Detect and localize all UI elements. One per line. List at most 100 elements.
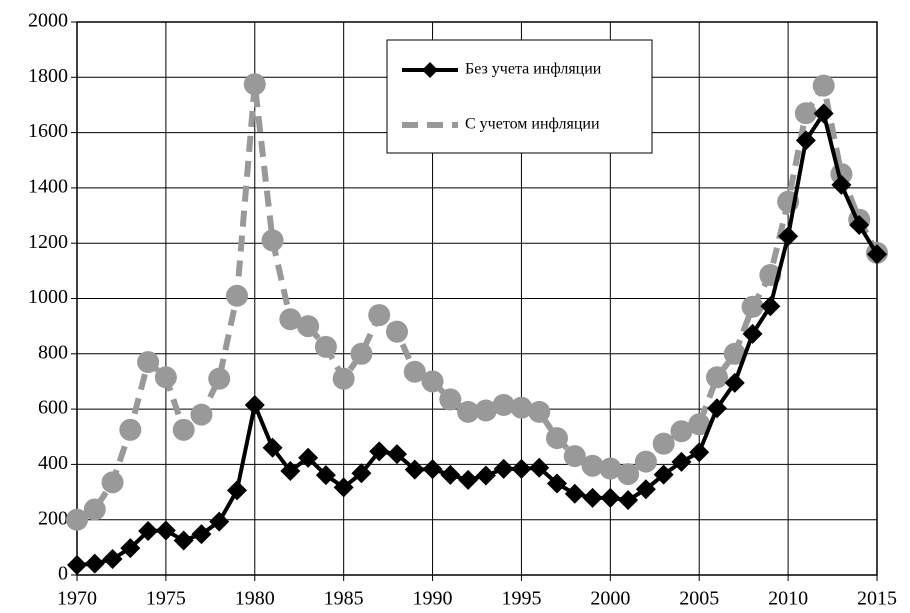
point <box>138 521 159 542</box>
point <box>314 335 337 358</box>
point <box>67 555 87 576</box>
y-tick-label: 0 <box>58 563 68 585</box>
point <box>475 465 496 486</box>
point <box>813 103 834 124</box>
point <box>120 538 141 559</box>
point <box>741 295 764 318</box>
point <box>226 284 248 307</box>
point <box>209 511 230 532</box>
point <box>812 74 835 97</box>
point <box>243 73 266 96</box>
point <box>190 403 213 426</box>
legend-marker <box>422 62 438 78</box>
x-tick-label: 2015 <box>857 588 897 610</box>
x-tick-label: 1970 <box>57 588 97 610</box>
y-tick-label: 1000 <box>28 286 68 308</box>
point <box>794 102 817 125</box>
point <box>279 308 302 331</box>
point <box>635 479 656 500</box>
point <box>262 437 283 458</box>
point <box>261 229 284 252</box>
point <box>707 398 727 419</box>
point <box>208 367 231 390</box>
point <box>493 458 514 479</box>
point <box>387 444 407 465</box>
point <box>671 451 692 472</box>
point <box>634 450 657 473</box>
point <box>474 399 497 422</box>
point <box>599 457 622 480</box>
point <box>742 323 763 344</box>
y-tick-label: 200 <box>38 507 68 529</box>
point <box>457 400 480 423</box>
point <box>298 447 319 468</box>
x-tick-label: 1980 <box>235 588 275 610</box>
point <box>368 304 391 327</box>
point <box>670 420 693 443</box>
point <box>102 548 123 569</box>
point <box>563 445 586 468</box>
point <box>724 372 745 393</box>
point <box>119 418 142 441</box>
x-tick-label: 1975 <box>146 588 186 610</box>
point <box>439 388 462 411</box>
y-tick-label: 800 <box>38 341 68 363</box>
y-tick-label: 1200 <box>28 231 68 253</box>
point <box>511 458 532 479</box>
x-tick-label: 1990 <box>413 588 453 610</box>
legend: Без учета инфляции С учетом инфляции <box>386 39 653 154</box>
point <box>155 520 176 541</box>
y-tick-label: 1600 <box>28 120 68 142</box>
point <box>510 396 533 419</box>
x-tick-label: 1985 <box>324 588 364 610</box>
point <box>422 459 443 480</box>
point <box>369 441 390 462</box>
point <box>137 351 160 374</box>
point <box>867 244 887 265</box>
point <box>688 413 711 436</box>
point <box>297 315 320 338</box>
point <box>528 400 551 423</box>
point <box>66 508 88 531</box>
point <box>458 469 479 490</box>
point <box>547 473 567 494</box>
point <box>581 454 604 477</box>
point <box>332 367 355 390</box>
legend-box <box>386 39 653 154</box>
point <box>351 463 372 484</box>
y-tick-label: 2000 <box>28 10 68 32</box>
point <box>564 483 585 504</box>
point <box>173 530 194 551</box>
point <box>723 342 746 365</box>
point <box>280 461 301 482</box>
point <box>227 480 247 501</box>
point <box>333 477 354 498</box>
x-tick-label: 1995 <box>501 588 541 610</box>
point <box>652 432 675 455</box>
point <box>795 130 816 151</box>
y-tick-label: 600 <box>38 397 68 419</box>
plot-frame <box>76 21 878 576</box>
point <box>600 487 621 508</box>
point <box>404 459 425 480</box>
point <box>244 394 265 415</box>
point <box>618 490 639 511</box>
point <box>492 393 515 416</box>
x-tick-label: 2000 <box>590 588 630 610</box>
point <box>421 370 444 393</box>
point <box>84 553 105 574</box>
point <box>653 464 674 485</box>
point <box>101 471 124 494</box>
point <box>350 342 373 365</box>
point <box>315 465 336 486</box>
point <box>706 366 728 389</box>
legend-label: С учетом инфляции <box>465 116 600 133</box>
point <box>154 366 177 389</box>
point <box>83 498 106 521</box>
y-tick-label: 1400 <box>28 175 68 197</box>
point <box>778 226 799 247</box>
point <box>689 442 710 463</box>
series-line <box>76 111 879 568</box>
y-tick-label: 1800 <box>28 65 68 87</box>
